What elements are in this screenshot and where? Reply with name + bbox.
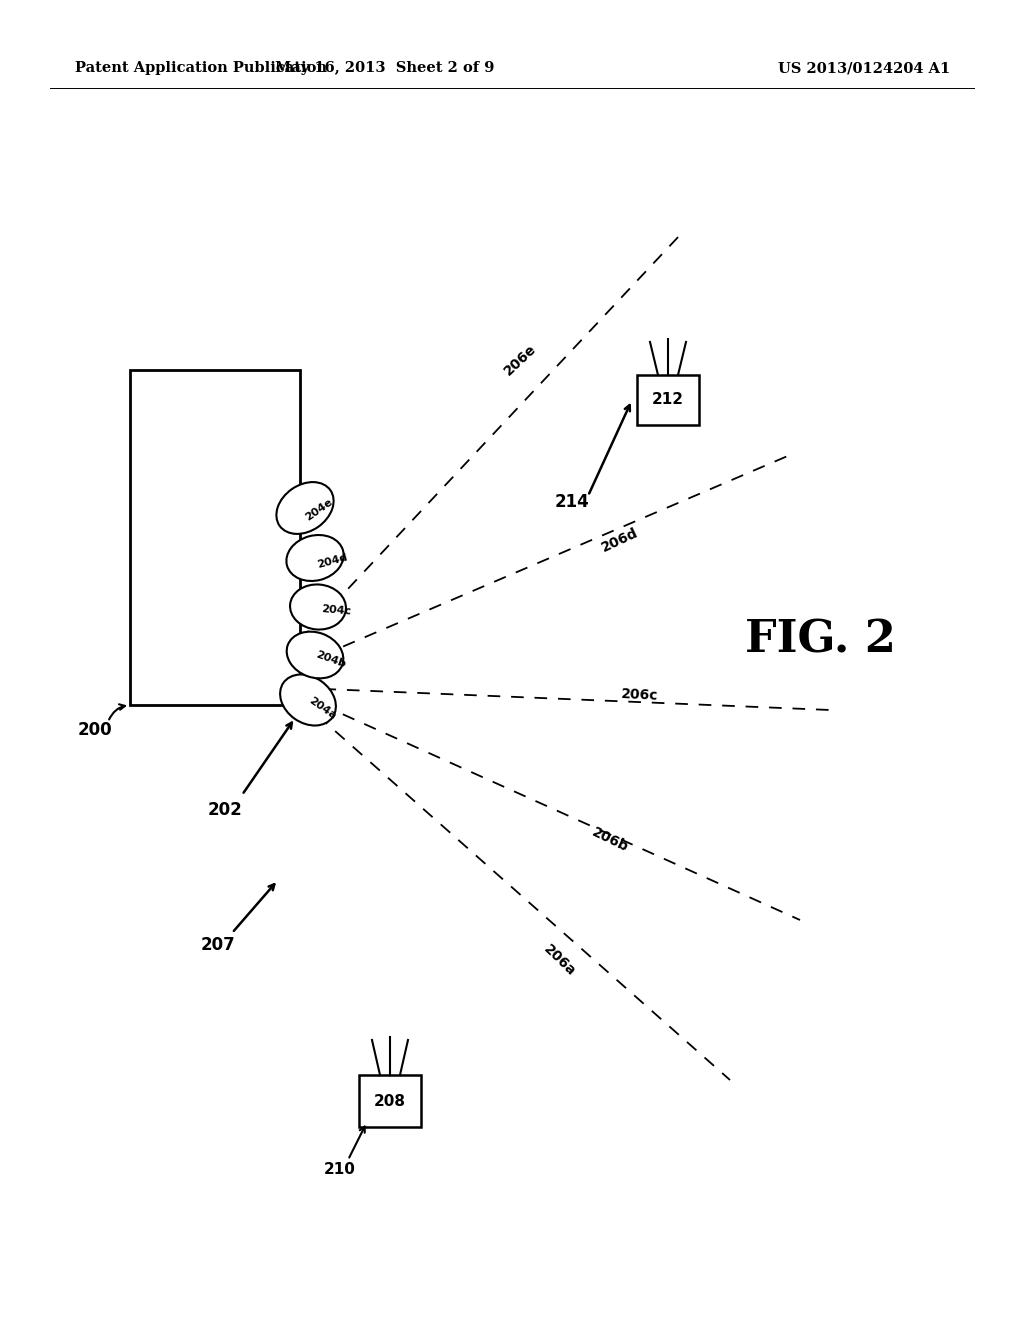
Ellipse shape	[287, 632, 343, 678]
Text: 204e: 204e	[303, 498, 335, 523]
Text: 207: 207	[201, 936, 236, 954]
Text: 200: 200	[78, 721, 113, 739]
Text: 206b: 206b	[590, 825, 631, 855]
Ellipse shape	[287, 535, 344, 581]
Bar	[130, 370, 300, 705]
Text: 206c: 206c	[621, 686, 659, 704]
Bar	[359, 1074, 421, 1127]
Text: 210: 210	[324, 1163, 356, 1177]
Ellipse shape	[290, 585, 346, 630]
Text: May 16, 2013  Sheet 2 of 9: May 16, 2013 Sheet 2 of 9	[275, 61, 495, 75]
Text: 204d: 204d	[315, 552, 348, 570]
Bar	[637, 375, 699, 425]
Ellipse shape	[281, 675, 336, 726]
Text: 204c: 204c	[321, 603, 351, 616]
Ellipse shape	[276, 482, 334, 533]
Text: 202: 202	[208, 801, 243, 818]
Text: 206e: 206e	[501, 342, 539, 379]
Text: 206a: 206a	[542, 941, 579, 978]
Text: Patent Application Publication: Patent Application Publication	[75, 61, 327, 75]
Text: US 2013/0124204 A1: US 2013/0124204 A1	[778, 61, 950, 75]
Text: 214: 214	[555, 492, 590, 511]
Text: 206d: 206d	[599, 525, 641, 554]
Text: FIG. 2: FIG. 2	[744, 619, 895, 661]
Text: 204b: 204b	[314, 649, 347, 671]
Text: 208: 208	[374, 1093, 406, 1109]
Text: 204a: 204a	[306, 696, 338, 721]
Text: 212: 212	[652, 392, 684, 408]
